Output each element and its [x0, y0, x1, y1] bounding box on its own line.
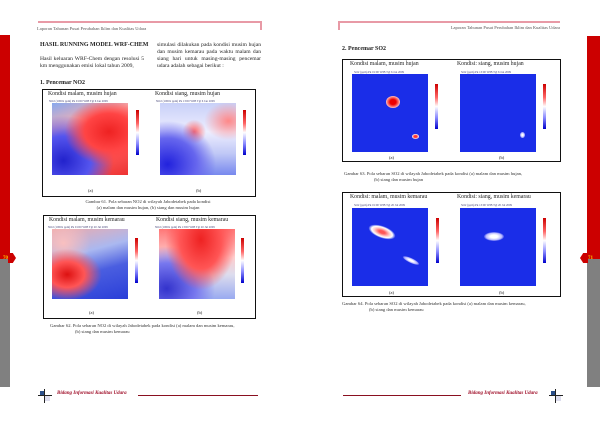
panel-subtitle: SO2 (ppm) Pk 01:00 WIB Tgl 6 Jan 2009 [354, 70, 405, 74]
figure-caption: Gambar 63. Pola sebaran SO2 di wilayah J… [344, 171, 574, 183]
caption-line: Gambar 63. Pola sebaran SO2 di wilayah J… [344, 171, 523, 176]
no2-map-night-dry [52, 229, 128, 299]
so2-map-night-rain [352, 74, 428, 152]
figure-caption: Gambar 61. Pola sebaran NO2 di wilayah J… [40, 199, 256, 211]
paragraph: simulasi dilakukan pada kondisi musim hu… [157, 42, 261, 69]
so2-map-night-dry [352, 208, 428, 286]
panel-title: Kondisi siang, musim hujan [155, 91, 221, 97]
panel-label: (b) [197, 310, 203, 315]
panel-title: Kondisi: siang, musim hujan [457, 61, 524, 67]
logo-icon [38, 389, 52, 403]
panel-subtitle: NO2 (1000x ppm) Pk 01:00 WIB Tgl 6 Jan 2… [49, 99, 108, 103]
panel-title: Kondisi: malam, musim kemarau [350, 194, 428, 200]
figure-62: Kondisi malam, musim kemarau NO2 (1000x … [43, 215, 256, 319]
panel-subtitle: SO2 (ppm) Pk 13:00 WIB Tgl 6 Jan 2009 [461, 70, 512, 74]
colorbar [241, 238, 244, 283]
pollution-hotspot [520, 132, 525, 138]
panel-label: (a) [88, 188, 93, 193]
header-rule-end [338, 21, 340, 30]
panel-label: (a) [389, 155, 394, 160]
page-number: 71 [588, 256, 593, 261]
panel-subtitle: NO2 (1000x ppm) Pk 13:00 WIB Tgl 20 Jul … [155, 225, 215, 229]
so2-map-day-dry [460, 208, 536, 286]
side-tab-gray [587, 259, 600, 387]
logo-icon [549, 389, 563, 403]
figure-63: Kondisi malam, musim hujan SO2 (ppm) Pk … [342, 59, 561, 162]
figure-caption: Gambar 64. Pola sebaran SO2 di wilayah J… [342, 301, 572, 313]
footer-rule [138, 395, 258, 396]
pollution-hotspot [386, 96, 400, 108]
header-rule-end [260, 21, 262, 30]
panel-label: (b) [499, 290, 505, 295]
paragraph: Hasil keluaran WRF-Chem dengan resolusi … [40, 56, 144, 69]
colorbar [135, 238, 138, 283]
panel-title: Kondisi malam, musim kemarau [49, 217, 125, 223]
figure-caption: Gambar 62. Pola sebaran NO2 di wilayah J… [50, 323, 270, 335]
caption-line: (b) siang dan musim hujan [374, 177, 423, 182]
panel-label: (b) [499, 155, 505, 160]
pollution-hotspot [412, 134, 419, 139]
panel-label: (a) [89, 310, 94, 315]
header-rule [38, 21, 262, 23]
pollution-plume [401, 254, 421, 267]
section-title: HASIL RUNNING MODEL WRF-CHEM [40, 42, 149, 48]
figure-61: Kondisi malam, musim hujan NO2 (1000x pp… [42, 89, 256, 197]
caption-line: (b) siang dan musim kemarau [75, 329, 130, 334]
subsection-title: 2. Pencemar SO2 [342, 46, 387, 52]
panel-subtitle: NO2 (1000x ppm) Pk 13:00 WIB Tgl 6 Jan 2… [156, 99, 215, 103]
panel-subtitle: NO2 (1000x ppm) Pk 01:00 WIB Tgl 20 Jul … [48, 225, 108, 229]
caption-line: Gambar 62. Pola sebaran NO2 di wilayah J… [50, 323, 235, 328]
header-text: Laporan Tahunan Pusat Perubahan Iklim da… [37, 26, 147, 31]
colorbar [435, 84, 438, 129]
colorbar [136, 110, 139, 155]
panel-title: Kondisi malam, musim hujan [48, 91, 117, 97]
footer-text: Bidang Informasi Kualitas Udara [57, 391, 127, 396]
panel-label: (b) [196, 188, 202, 193]
footer-text: Bidang Informasi Kualitas Udara [468, 391, 538, 396]
page-number-tab [580, 253, 588, 263]
header-text: Laporan Tahunan Pusat Perubahan Iklim da… [450, 25, 560, 30]
caption-line: Gambar 61. Pola sebaran NO2 di wilayah J… [85, 199, 211, 204]
no2-map-night-rain [52, 103, 128, 175]
page-number-tab [8, 253, 16, 263]
caption-line: Gambar 64. Pola sebaran SO2 di wilayah J… [342, 301, 526, 306]
side-tab-red [0, 35, 10, 259]
panel-title: Kondisi: siang, musim kemarau [457, 194, 531, 200]
side-tab-gray [0, 259, 10, 387]
so2-map-day-rain [460, 74, 536, 152]
colorbar [543, 218, 546, 263]
panel-title: Kondisi siang, musim kemarau [156, 217, 229, 223]
panel-subtitle: SO2 (ppm) Pk 13:00 WIB Tgl 20 Jul 2009 [461, 203, 513, 207]
header-rule [338, 21, 560, 23]
subsection-title: 1. Pencemar NO2 [40, 80, 86, 86]
footer-rule [343, 395, 461, 396]
pollution-plume [366, 221, 398, 243]
panel-subtitle: SO2 (ppm) Pk 01:00 WIB Tgl 20 Jul 2009 [354, 203, 406, 207]
colorbar [543, 84, 546, 129]
pollution-plume [484, 232, 504, 241]
colorbar [436, 218, 439, 263]
side-tab-red [587, 36, 600, 259]
panel-label: (a) [389, 290, 394, 295]
no2-map-day-dry [159, 229, 235, 299]
caption-line: (b) siang dan musim kemarau [369, 307, 424, 312]
figure-64: Kondisi: malam, musim kemarau SO2 (ppm) … [342, 192, 561, 297]
colorbar [243, 110, 246, 155]
no2-map-day-rain [160, 103, 236, 175]
page-number: 70 [3, 256, 8, 261]
panel-title: Kondisi malam, musim hujan [350, 61, 419, 67]
caption-line: (a) malam dan musim hujan, (b) siang dan… [96, 205, 200, 210]
